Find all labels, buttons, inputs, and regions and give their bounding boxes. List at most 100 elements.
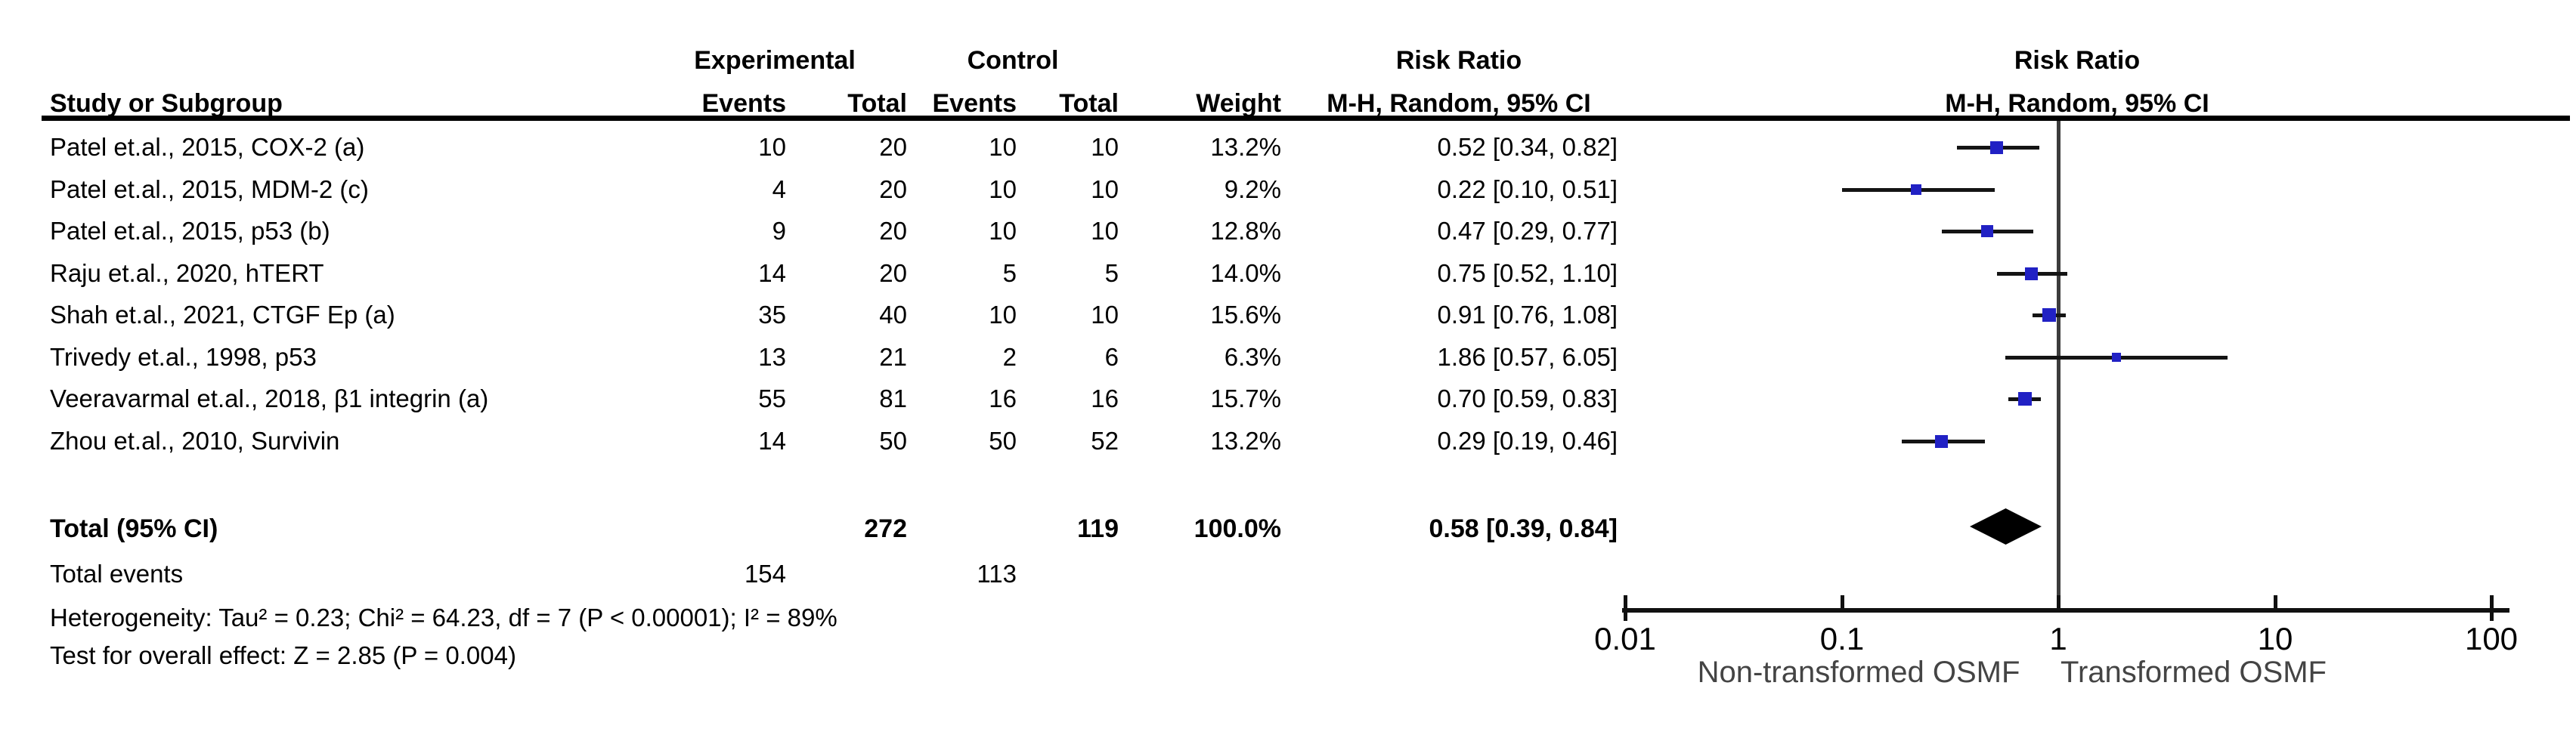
axis-tick (2274, 595, 2277, 613)
ctrl-total-cell: 10 (1091, 175, 1119, 203)
header-risk-ratio-plot: Risk Ratio (2014, 46, 2141, 75)
exp-total-cell: 20 (879, 217, 907, 245)
study-name-cell: Zhou et.al., 2010, Survivin (50, 427, 340, 455)
study-name-cell: Shah et.al., 2021, CTGF Ep (a) (50, 301, 395, 329)
exp-total-cell: 40 (879, 301, 907, 329)
axis-tick-label: 10 (2257, 621, 2293, 656)
ci-text-cell: 0.52 [0.34, 0.82] (1437, 133, 1618, 161)
total-row-label: Total (95% CI) (50, 514, 218, 543)
exp-events-cell: 55 (758, 384, 786, 412)
weight-cell: 12.8% (1210, 217, 1281, 245)
ctrl-events-cell: 10 (989, 175, 1017, 203)
weight-cell: 15.6% (1210, 301, 1281, 329)
study-name-cell: Patel et.al., 2015, p53 (b) (50, 217, 330, 245)
weight-cell: 6.3% (1224, 343, 1281, 371)
effect-square (1935, 435, 1948, 448)
axis-tick-label: 0.1 (1819, 621, 1865, 656)
exp-total-cell: 21 (879, 343, 907, 371)
effect-square (2018, 392, 2032, 406)
total-ci-label: 0.58 [0.39, 0.84] (1429, 514, 1618, 543)
weight-cell: 13.2% (1210, 133, 1281, 161)
header-ctrl-total: Total (1059, 89, 1119, 118)
axis-tick (2490, 595, 2494, 621)
ci-text-cell: 0.22 [0.10, 0.51] (1437, 175, 1618, 203)
total-events-ctrl: 113 (977, 560, 1017, 588)
exp-events-cell: 13 (758, 343, 786, 371)
ctrl-total-cell: 6 (1104, 343, 1119, 371)
header-weight: Weight (1196, 89, 1281, 118)
weight-cell: 13.2% (1210, 427, 1281, 455)
total-events-label: Total events (50, 560, 184, 588)
header-exp-total: Total (847, 89, 907, 118)
header-ctrl-events: Events (932, 89, 1017, 118)
axis-tick-label: 0.01 (1594, 621, 1656, 656)
header-experimental-group: Experimental (694, 46, 856, 75)
effect-square (1981, 225, 1993, 237)
ctrl-total-cell: 10 (1091, 301, 1119, 329)
ctrl-events-cell: 5 (1002, 259, 1017, 287)
summary-diamond (1970, 508, 2042, 545)
ctrl-events-cell: 16 (989, 384, 1017, 412)
axis-caption-right: Transformed OSMF (2060, 656, 2327, 689)
effect-square (2042, 308, 2056, 322)
axis-tick (1624, 595, 1627, 621)
header-study-or-subgroup: Study or Subgroup (50, 89, 283, 118)
exp-total-cell: 20 (879, 259, 907, 287)
exp-total-cell: 81 (879, 384, 907, 412)
exp-events-cell: 9 (772, 217, 786, 245)
axis-caption-left: Non-transformed OSMF (1697, 656, 2020, 689)
axis-tick (1841, 595, 1844, 613)
effect-square (2112, 353, 2121, 362)
effect-square (1990, 141, 2003, 154)
weight-cell: 15.7% (1210, 384, 1281, 412)
ctrl-events-cell: 2 (1002, 343, 1017, 371)
weight-cell: 14.0% (1210, 259, 1281, 287)
study-name-cell: Patel et.al., 2015, MDM-2 (c) (50, 175, 369, 203)
ctrl-total-cell: 16 (1091, 384, 1119, 412)
ctrl-total-cell: 10 (1091, 133, 1119, 161)
header-divider-rule (42, 116, 2570, 121)
ctrl-events-cell: 10 (989, 133, 1017, 161)
header-exp-events: Events (701, 89, 787, 118)
axis-tick-label: 100 (2464, 621, 2519, 656)
exp-total-cell: 20 (879, 133, 907, 161)
exp-events-cell: 14 (758, 259, 786, 287)
axis-tick-label: 1 (2049, 621, 2067, 656)
ctrl-events-cell: 50 (989, 427, 1017, 455)
ci-text-cell: 0.91 [0.76, 1.08] (1437, 301, 1618, 329)
header-mh-ci-table: M-H, Random, 95% CI (1327, 89, 1591, 118)
ci-text-cell: 0.75 [0.52, 1.10] (1437, 259, 1618, 287)
exp-events-cell: 10 (758, 133, 786, 161)
total-weight: 100.0% (1194, 514, 1281, 543)
study-name-cell: Raju et.al., 2020, hTERT (50, 259, 324, 287)
study-name-cell: Trivedy et.al., 1998, p53 (50, 343, 317, 371)
heterogeneity-stats: Heterogeneity: Tau² = 0.23; Chi² = 64.23… (50, 604, 838, 631)
ci-text-cell: 0.70 [0.59, 0.83] (1437, 384, 1618, 412)
ci-text-cell: 1.86 [0.57, 6.05] (1437, 343, 1618, 371)
ctrl-events-cell: 10 (989, 301, 1017, 329)
total-exp-total: 272 (864, 514, 907, 543)
exp-total-cell: 50 (879, 427, 907, 455)
x-axis-line (1622, 608, 2509, 613)
exp-events-cell: 4 (772, 175, 786, 203)
exp-events-cell: 14 (758, 427, 786, 455)
weight-cell: 9.2% (1224, 175, 1281, 203)
ctrl-total-cell: 10 (1091, 217, 1119, 245)
ctrl-total-cell: 52 (1091, 427, 1119, 455)
effect-square (1911, 184, 1921, 195)
ci-text-cell: 0.29 [0.19, 0.46] (1437, 427, 1618, 455)
null-effect-line (2057, 121, 2060, 608)
overall-effect-stats: Test for overall effect: Z = 2.85 (P = 0… (50, 641, 516, 669)
total-ctrl-total: 119 (1077, 514, 1119, 543)
ctrl-events-cell: 10 (989, 217, 1017, 245)
effect-square (2025, 267, 2038, 280)
header-mh-ci-plot: M-H, Random, 95% CI (1945, 89, 2209, 118)
header-control-group: Control (967, 46, 1059, 75)
total-events-exp: 154 (744, 560, 786, 588)
study-name-cell: Veeravarmal et.al., 2018, β1 integrin (a… (50, 384, 489, 412)
ctrl-total-cell: 5 (1104, 259, 1119, 287)
exp-events-cell: 35 (758, 301, 786, 329)
ci-text-cell: 0.47 [0.29, 0.77] (1437, 217, 1618, 245)
exp-total-cell: 20 (879, 175, 907, 203)
